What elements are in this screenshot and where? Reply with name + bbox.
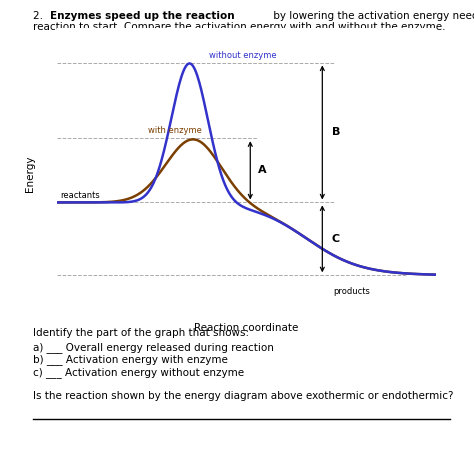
Text: without enzyme: without enzyme — [209, 50, 276, 60]
Text: Energy: Energy — [25, 155, 36, 191]
Text: a) ___ Overall energy released during reaction: a) ___ Overall energy released during re… — [33, 342, 274, 353]
Text: b) ___ Activation energy with enzyme: b) ___ Activation energy with enzyme — [33, 354, 228, 365]
Text: A: A — [258, 165, 266, 175]
Text: with enzyme: with enzyme — [148, 126, 202, 135]
Text: C: C — [332, 234, 340, 244]
Text: Is the reaction shown by the energy diagram above exothermic or endothermic?: Is the reaction shown by the energy diag… — [33, 391, 454, 401]
Text: 2.: 2. — [33, 11, 46, 22]
Text: c) ___ Activation energy without enzyme: c) ___ Activation energy without enzyme — [33, 367, 244, 378]
Text: by lowering the activation energy needed for the: by lowering the activation energy needed… — [270, 11, 474, 22]
X-axis label: Reaction coordinate: Reaction coordinate — [194, 323, 299, 333]
Text: B: B — [332, 128, 340, 137]
Text: Enzymes speed up the reaction: Enzymes speed up the reaction — [50, 11, 235, 22]
Text: products: products — [334, 287, 371, 296]
Text: reaction to start. Compare the activation energy with and without the enzyme.: reaction to start. Compare the activatio… — [33, 22, 446, 32]
Text: Identify the part of the graph that shows:: Identify the part of the graph that show… — [33, 328, 249, 338]
Text: reactants: reactants — [61, 190, 100, 200]
